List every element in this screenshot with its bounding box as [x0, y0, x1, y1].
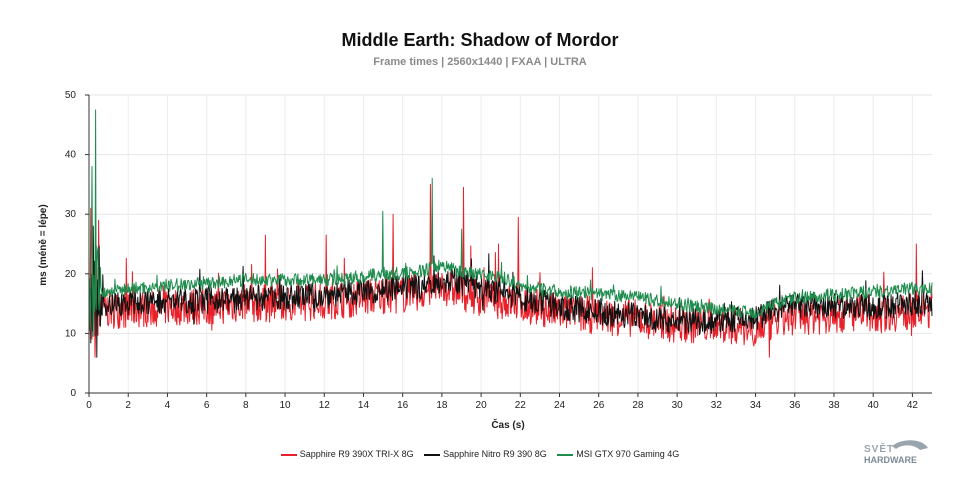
x-tick-label: 40 — [868, 400, 880, 411]
x-tick-label: 14 — [358, 400, 370, 411]
x-tick-label: 30 — [672, 400, 684, 411]
legend-label-nitro-390: Sapphire Nitro R9 390 8G — [443, 449, 547, 459]
y-axis-label: ms (méně = lépe) — [38, 204, 49, 285]
series-line-r9-390x — [88, 183, 933, 358]
legend-item-nitro-390: Sapphire Nitro R9 390 8G — [424, 449, 547, 459]
legend-label-r9-390x: Sapphire R9 390X TRI-X 8G — [299, 449, 414, 459]
legend-item-r9-390x: Sapphire R9 390X TRI-X 8G — [280, 449, 414, 459]
x-tick-label: 42 — [907, 400, 919, 411]
legend-swatch-gtx-970 — [557, 453, 574, 456]
legend-label-gtx-970: MSI GTX 970 Gaming 4G — [576, 449, 680, 459]
x-tick-label: 0 — [86, 400, 92, 411]
x-tick-label: 10 — [279, 400, 291, 411]
x-tick-label: 4 — [165, 400, 171, 411]
legend-swatch-r9-390x — [280, 453, 297, 456]
series-line-gtx-970 — [88, 109, 933, 337]
y-tick-label: 50 — [65, 90, 77, 101]
y-tick-label: 40 — [65, 150, 77, 161]
x-tick-label: 24 — [554, 400, 566, 411]
series-line-nitro-390 — [88, 225, 933, 358]
svet-hardware-logo: SVĚT HARDWARE — [864, 440, 928, 465]
x-tick-label: 26 — [593, 400, 605, 411]
chart-subtitle: Frame times | 2560x1440 | FXAA | ULTRA — [373, 56, 587, 68]
x-tick-label: 6 — [204, 400, 210, 411]
logo-text-hardware: HARDWARE — [864, 455, 917, 465]
legend-swatch-nitro-390 — [424, 453, 441, 456]
x-tick-label: 28 — [632, 400, 644, 411]
x-tick-label: 12 — [319, 400, 331, 411]
logo-text-svet: SVĚT — [864, 442, 894, 455]
x-tick-label: 32 — [711, 400, 723, 411]
x-tick-label: 22 — [515, 400, 527, 411]
x-tick-label: 8 — [243, 400, 249, 411]
y-tick-label: 0 — [70, 388, 76, 399]
x-tick-label: 2 — [125, 400, 131, 411]
x-tick-label: 36 — [789, 400, 801, 411]
legend-item-gtx-970: MSI GTX 970 Gaming 4G — [557, 449, 679, 459]
series-layer — [88, 109, 933, 358]
x-tick-label: 16 — [397, 400, 409, 411]
legend: Sapphire R9 390X TRI-X 8G Sapphire Nitro… — [0, 449, 960, 459]
y-tick-label: 10 — [65, 328, 77, 339]
x-tick-label: 34 — [750, 400, 762, 411]
y-tick-label: 30 — [65, 209, 77, 220]
y-tick-label: 20 — [65, 269, 77, 280]
grid — [88, 94, 932, 394]
x-tick-label: 20 — [476, 400, 488, 411]
x-axis-label: Čas (s) — [491, 418, 524, 431]
x-tick-label: 38 — [828, 400, 840, 411]
chart-title: Middle Earth: Shadow of Mordor — [341, 30, 619, 50]
x-tick-label: 18 — [436, 400, 448, 411]
